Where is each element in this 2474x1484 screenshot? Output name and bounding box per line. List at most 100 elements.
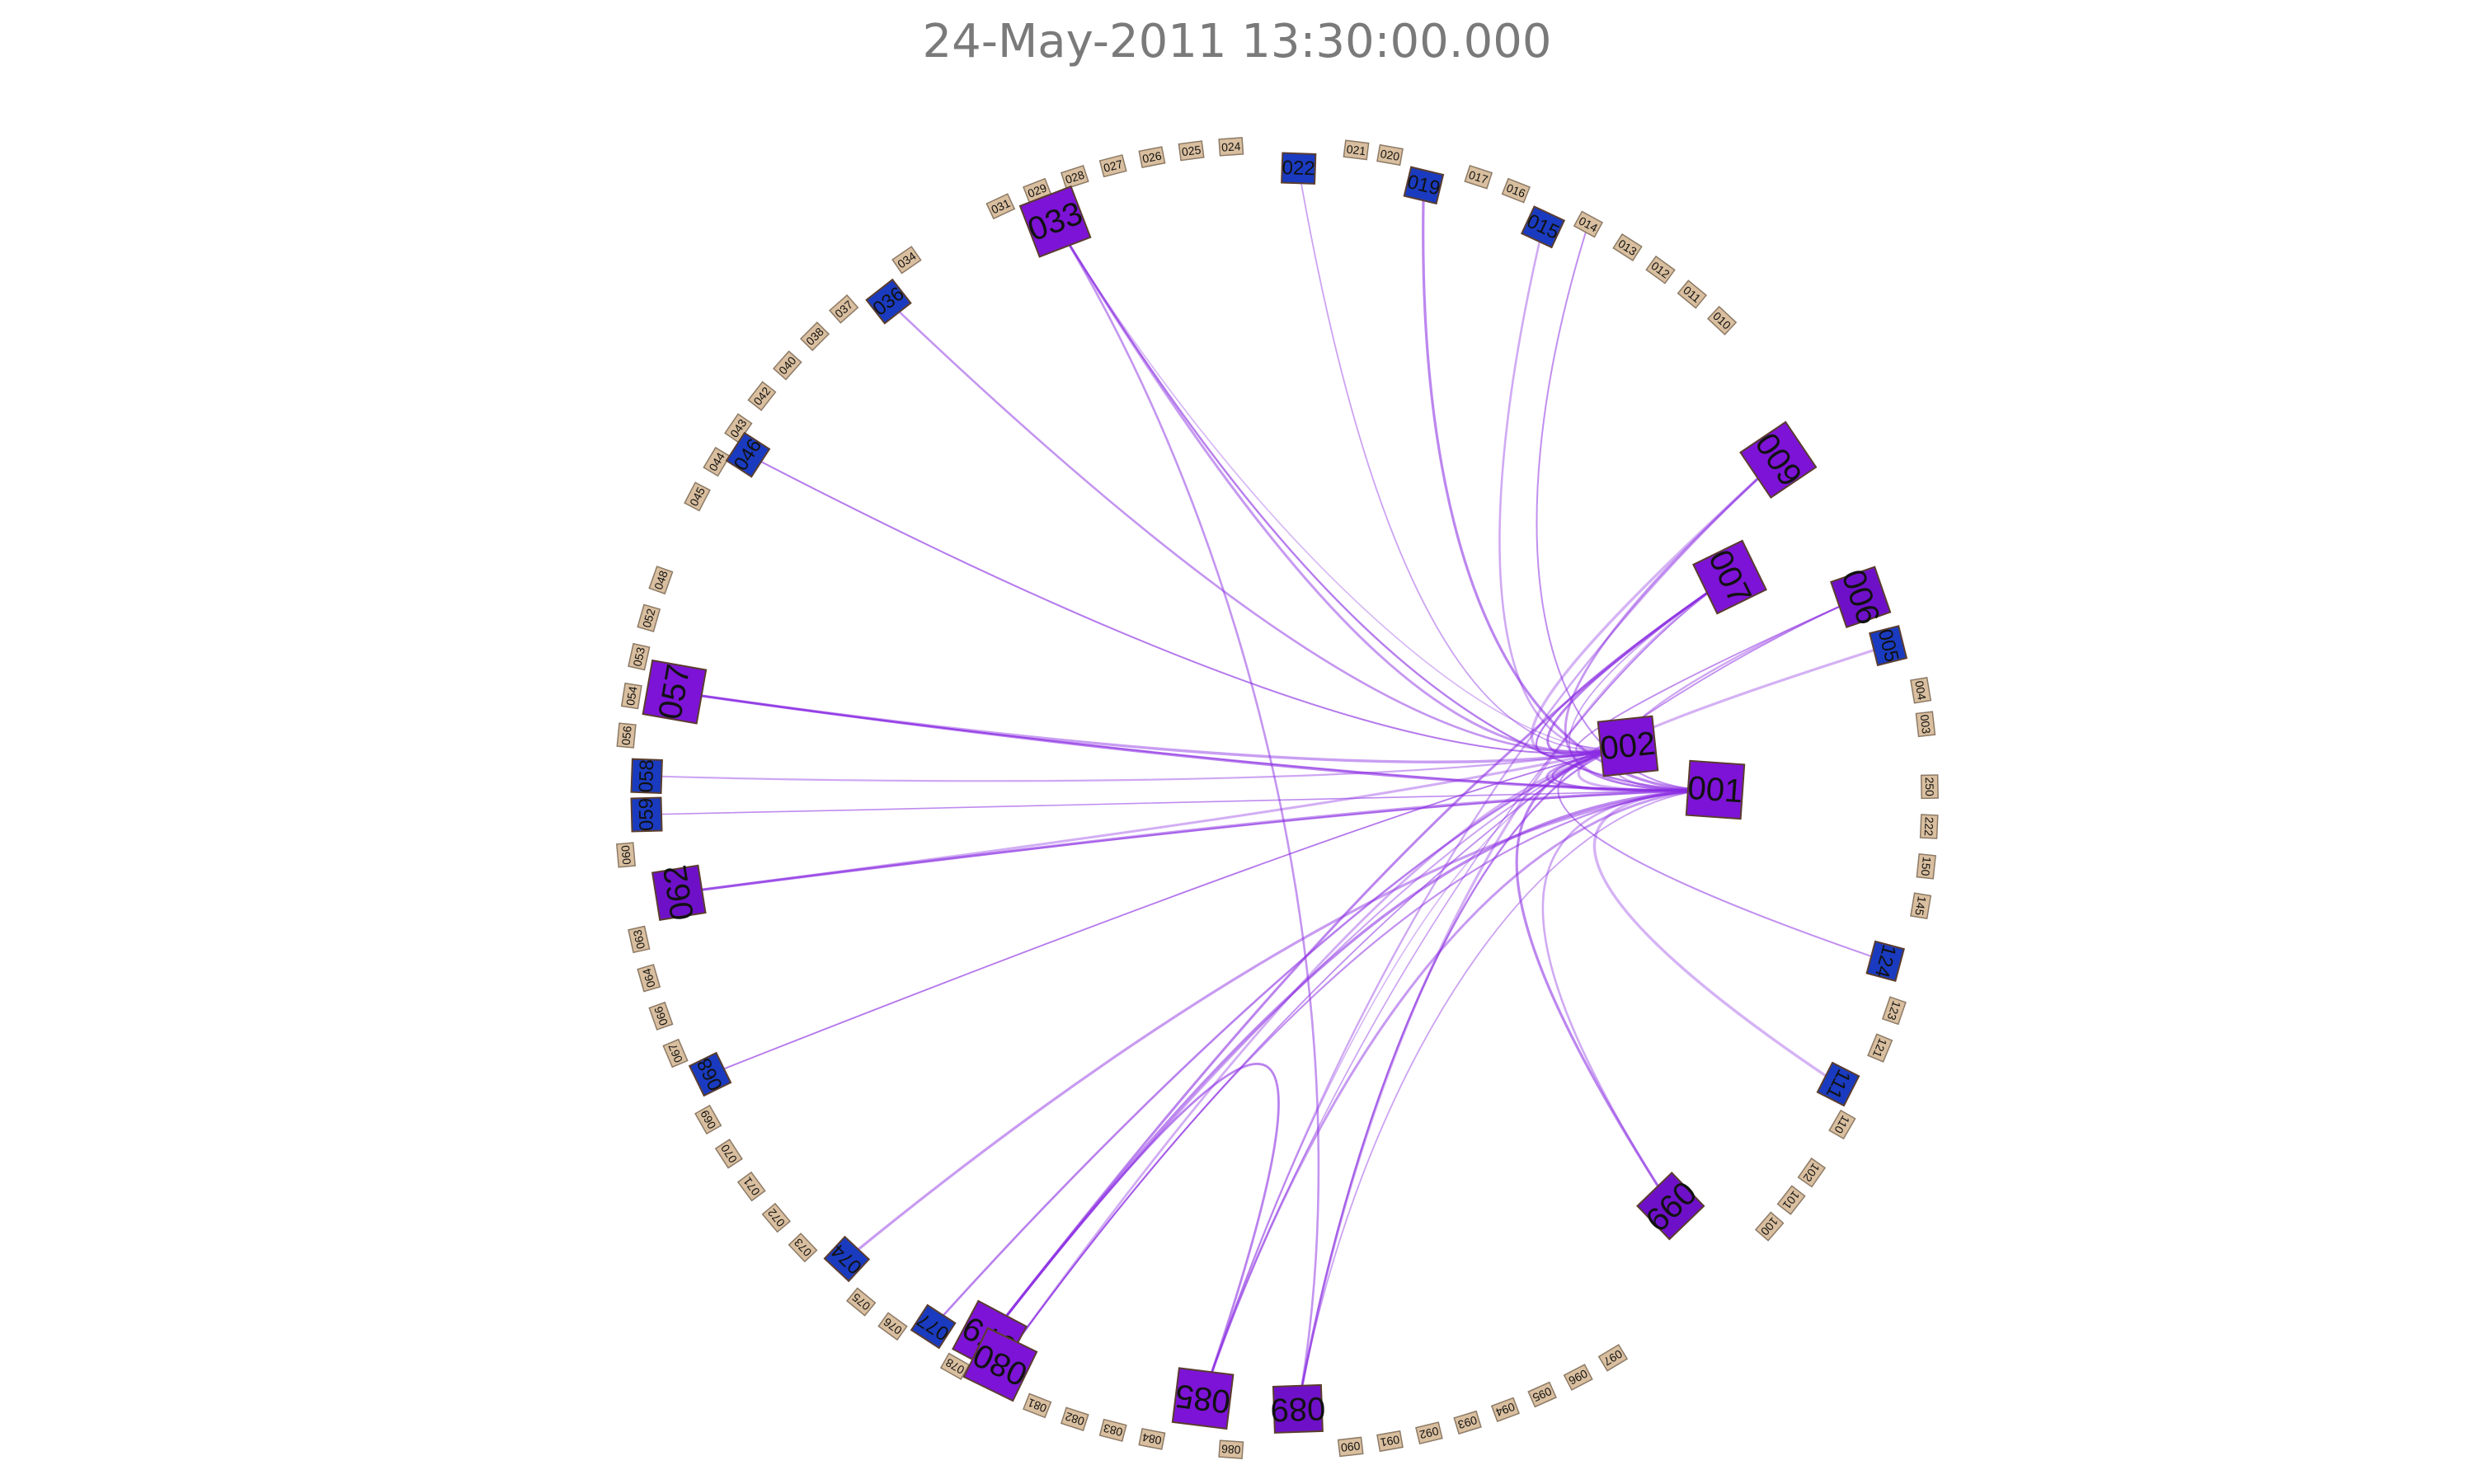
node-124[interactable]: 124 <box>1865 940 1905 983</box>
node-069[interactable]: 069 <box>694 1104 722 1135</box>
node-box-083 <box>1098 1418 1127 1442</box>
node-080[interactable]: 080 <box>962 1327 1038 1402</box>
node-033[interactable]: 033 <box>1018 185 1092 258</box>
node-027[interactable]: 027 <box>1098 154 1127 178</box>
node-box-222 <box>1919 814 1939 839</box>
node-028[interactable]: 028 <box>1060 165 1089 190</box>
node-100[interactable]: 100 <box>1754 1211 1785 1242</box>
edge-002-062 <box>679 744 1629 895</box>
node-042[interactable]: 042 <box>747 381 777 411</box>
node-145[interactable]: 145 <box>1910 892 1932 920</box>
node-box-070 <box>714 1139 743 1169</box>
node-031[interactable]: 031 <box>985 193 1016 220</box>
node-box-094 <box>1490 1397 1520 1423</box>
node-019[interactable]: 019 <box>1403 166 1445 205</box>
node-045[interactable]: 045 <box>684 481 711 512</box>
node-034[interactable]: 034 <box>891 246 922 275</box>
node-013[interactable]: 013 <box>1612 233 1643 261</box>
node-054[interactable]: 054 <box>620 682 642 710</box>
node-102[interactable]: 102 <box>1797 1158 1827 1188</box>
node-123[interactable]: 123 <box>1881 996 1907 1026</box>
node-060[interactable]: 060 <box>616 842 636 868</box>
node-006[interactable]: 006 <box>1830 564 1892 631</box>
node-099[interactable]: 099 <box>1634 1170 1706 1242</box>
node-038[interactable]: 038 <box>799 321 830 352</box>
node-label-222: 222 <box>1922 816 1936 836</box>
node-089[interactable]: 089 <box>1270 1383 1327 1434</box>
node-box-124 <box>1865 940 1905 983</box>
node-044[interactable]: 044 <box>703 446 731 477</box>
node-094[interactable]: 094 <box>1490 1397 1520 1423</box>
node-016[interactable]: 016 <box>1501 177 1531 204</box>
node-101[interactable]: 101 <box>1776 1185 1806 1215</box>
node-070[interactable]: 070 <box>714 1139 743 1169</box>
node-082[interactable]: 082 <box>1060 1407 1089 1431</box>
node-222[interactable]: 222 <box>1919 814 1939 839</box>
node-015[interactable]: 015 <box>1520 205 1566 249</box>
node-068[interactable]: 068 <box>688 1051 732 1097</box>
node-005[interactable]: 005 <box>1869 625 1908 667</box>
node-001[interactable]: 001 <box>1685 759 1746 820</box>
node-009[interactable]: 009 <box>1739 420 1818 499</box>
node-058[interactable]: 058 <box>630 758 663 794</box>
node-066[interactable]: 066 <box>648 1001 674 1031</box>
node-097[interactable]: 097 <box>1597 1344 1629 1372</box>
node-014[interactable]: 014 <box>1573 210 1603 238</box>
node-062[interactable]: 062 <box>651 862 707 923</box>
node-067[interactable]: 067 <box>662 1038 689 1068</box>
node-037[interactable]: 037 <box>829 294 859 324</box>
node-081[interactable]: 081 <box>1023 1392 1052 1419</box>
node-007[interactable]: 007 <box>1692 539 1767 615</box>
node-048[interactable]: 048 <box>648 566 674 595</box>
node-011[interactable]: 011 <box>1677 279 1708 309</box>
node-095[interactable]: 095 <box>1527 1381 1557 1408</box>
node-026[interactable]: 026 <box>1138 146 1166 168</box>
node-092[interactable]: 092 <box>1415 1421 1443 1444</box>
node-075[interactable]: 075 <box>845 1287 877 1317</box>
node-012[interactable]: 012 <box>1645 255 1676 284</box>
node-110[interactable]: 110 <box>1828 1109 1856 1140</box>
node-021[interactable]: 021 <box>1343 139 1370 161</box>
node-073[interactable]: 073 <box>788 1233 818 1263</box>
node-label-091: 091 <box>1379 1433 1400 1449</box>
node-071[interactable]: 071 <box>736 1171 766 1202</box>
node-072[interactable]: 072 <box>761 1202 792 1233</box>
edge-002-046 <box>747 453 1629 754</box>
node-085[interactable]: 085 <box>1171 1367 1235 1430</box>
node-024[interactable]: 024 <box>1218 137 1244 157</box>
node-056[interactable]: 056 <box>616 722 637 749</box>
node-077[interactable]: 077 <box>910 1303 957 1350</box>
node-076[interactable]: 076 <box>877 1312 908 1341</box>
node-096[interactable]: 096 <box>1563 1364 1593 1391</box>
node-250[interactable]: 250 <box>1920 774 1939 800</box>
node-043[interactable]: 043 <box>724 413 753 444</box>
node-040[interactable]: 040 <box>772 350 802 381</box>
node-074[interactable]: 074 <box>823 1235 871 1283</box>
node-059[interactable]: 059 <box>630 796 663 833</box>
node-057[interactable]: 057 <box>642 659 708 725</box>
node-091[interactable]: 091 <box>1376 1430 1404 1453</box>
node-052[interactable]: 052 <box>637 603 661 632</box>
node-121[interactable]: 121 <box>1867 1033 1893 1063</box>
node-box-053 <box>628 642 651 671</box>
node-022[interactable]: 022 <box>1281 152 1317 185</box>
node-002[interactable]: 002 <box>1597 715 1659 777</box>
node-003[interactable]: 003 <box>1915 711 1936 738</box>
node-090[interactable]: 090 <box>1337 1436 1364 1458</box>
node-063[interactable]: 063 <box>628 925 651 954</box>
node-150[interactable]: 150 <box>1916 853 1936 880</box>
node-084[interactable]: 084 <box>1138 1428 1166 1450</box>
node-017[interactable]: 017 <box>1464 165 1493 190</box>
node-111[interactable]: 111 <box>1816 1061 1860 1107</box>
node-box-075 <box>845 1287 877 1317</box>
node-010[interactable]: 010 <box>1706 305 1738 336</box>
node-064[interactable]: 064 <box>637 964 661 993</box>
node-086[interactable]: 086 <box>1218 1439 1244 1459</box>
node-020[interactable]: 020 <box>1376 143 1404 167</box>
node-025[interactable]: 025 <box>1178 140 1205 162</box>
node-083[interactable]: 083 <box>1098 1418 1127 1442</box>
node-053[interactable]: 053 <box>628 642 651 671</box>
node-004[interactable]: 004 <box>1910 676 1932 704</box>
node-046[interactable]: 046 <box>725 431 771 478</box>
node-093[interactable]: 093 <box>1453 1410 1482 1435</box>
